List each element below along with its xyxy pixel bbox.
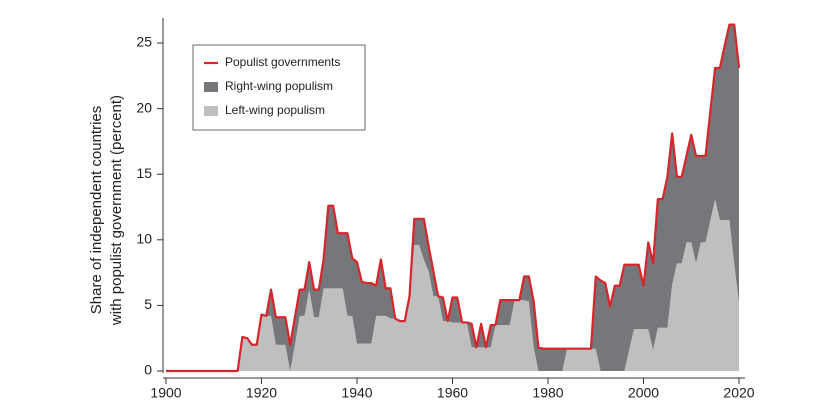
area bbox=[166, 199, 739, 371]
x-tick-label: 1900 bbox=[150, 385, 181, 401]
x-tick-label: 1980 bbox=[532, 385, 563, 401]
y-tick-label: 15 bbox=[136, 165, 152, 181]
y-tick-label: 20 bbox=[136, 99, 152, 115]
y-tick-label: 10 bbox=[136, 231, 152, 247]
legend-label: Populist governments bbox=[225, 55, 340, 69]
y-tick-label: 25 bbox=[136, 34, 152, 50]
y-tick-label: 0 bbox=[144, 362, 152, 378]
legend-swatch bbox=[204, 82, 218, 92]
y-tick-label: 5 bbox=[144, 296, 152, 312]
legend-swatch bbox=[204, 106, 218, 116]
y-axis-label: Share of independent countries bbox=[88, 106, 105, 314]
line bbox=[166, 23, 741, 373]
legend-label: Left-wing populism bbox=[225, 103, 325, 117]
x-tick-label: 2000 bbox=[628, 385, 659, 401]
x-tick-label: 1940 bbox=[341, 385, 372, 401]
x-tick-label: 1960 bbox=[437, 385, 468, 401]
x-tick-label: 2020 bbox=[723, 385, 754, 401]
y-axis-label: with populist government (percent) bbox=[108, 95, 125, 326]
legend-label: Right-wing populism bbox=[225, 79, 333, 93]
legend-box bbox=[192, 44, 366, 131]
x-tick-label: 1920 bbox=[246, 385, 277, 401]
